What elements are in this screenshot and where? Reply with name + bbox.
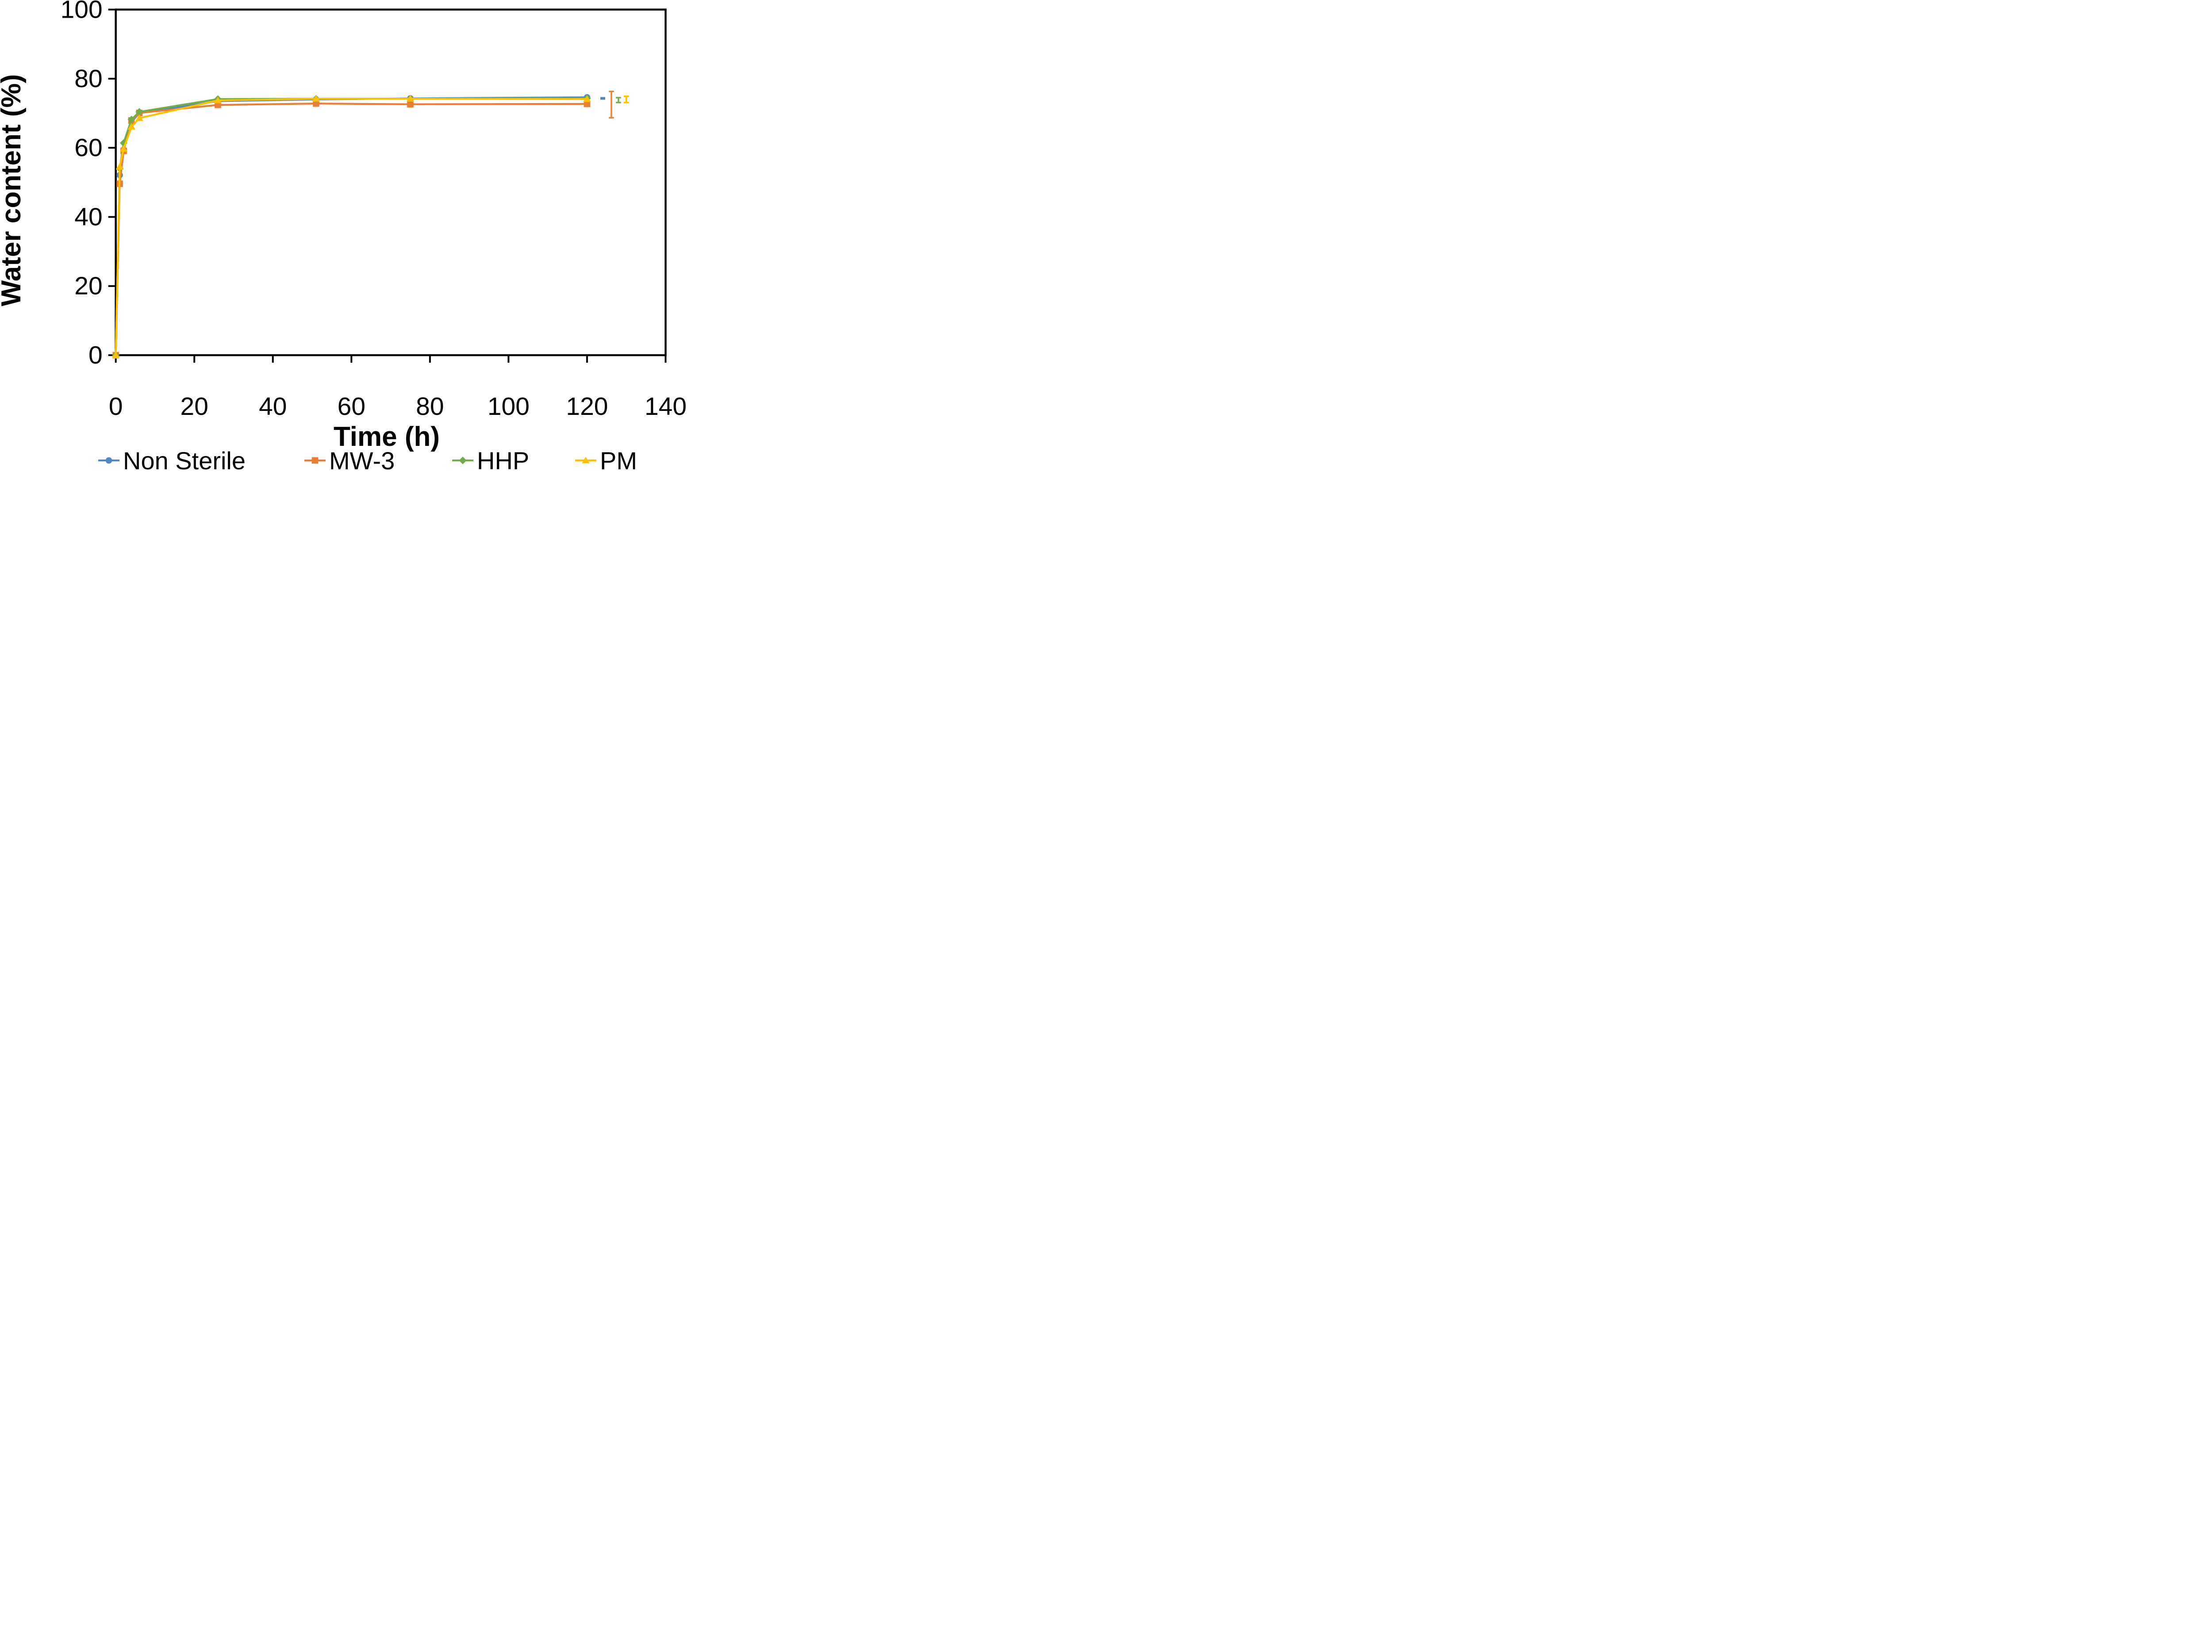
data-point-triangle [135, 114, 143, 121]
legend-label: Non Sterile [123, 447, 246, 472]
series-markers-non-sterile [112, 94, 591, 359]
series-line-hhp [115, 97, 588, 356]
data-point-square [407, 101, 414, 108]
y-tick-label: 60 [74, 134, 102, 162]
error-bar-pm [623, 96, 629, 103]
data-point-diamond [127, 115, 135, 123]
data-point-triangle [119, 145, 128, 152]
x-tick-label: 120 [566, 392, 608, 421]
series-markers-pm [111, 95, 591, 358]
series-markers-hhp [112, 94, 591, 359]
legend-label: PM [600, 447, 637, 472]
data-point-square [313, 100, 319, 107]
x-tick-label: 80 [416, 392, 444, 421]
data-point-triangle [111, 351, 120, 358]
legend-label: MW-3 [329, 447, 395, 472]
series-line-pm [115, 98, 588, 356]
y-tick-label: 0 [88, 341, 103, 369]
legend-item-pm: PM [575, 447, 637, 472]
error-bar-mw-3 [609, 91, 614, 119]
x-tick-label: 100 [488, 392, 530, 421]
y-tick-label: 80 [74, 65, 102, 93]
x-tick-label: 140 [645, 392, 687, 421]
data-point-triangle [312, 95, 320, 102]
data-point-circle [105, 457, 112, 464]
legend-item-mw-3: MW-3 [304, 447, 395, 472]
x-tick-label: 40 [259, 392, 287, 421]
data-point-diamond [135, 108, 143, 116]
x-tick-label: 0 [109, 392, 123, 421]
data-point-triangle [583, 95, 591, 102]
x-tick-label: 60 [338, 392, 365, 421]
error-bar-cap [600, 97, 605, 100]
line-chart: 0 20 40 60 80 100 120 140 0 20 40 60 80 100 Time (h) … [0, 0, 690, 472]
plot-frame: 0 20 40 60 80 100 120 140 0 20 40 60 80 100 [61, 0, 687, 421]
legend: Non Sterile MW-3 HHP PM [98, 447, 637, 472]
legend-item-non-sterile: Non Sterile [98, 447, 246, 472]
y-axis-title: Water content (%) [0, 74, 27, 307]
legend-label: HHP [477, 447, 529, 472]
error-bar-non-sterile [600, 97, 605, 100]
plot-border [115, 8, 667, 356]
series-markers-mw-3 [112, 100, 591, 359]
legend-item-hhp: HHP [452, 447, 529, 472]
data-point-triangle [214, 96, 222, 103]
error-bars-layer [600, 91, 629, 119]
x-axis-title: Time (h) [334, 422, 440, 452]
data-point-triangle [582, 456, 590, 464]
y-tick-label: 100 [61, 0, 103, 24]
series-layer [111, 94, 591, 359]
y-tick-label: 20 [74, 272, 102, 300]
x-tick-label: 20 [180, 392, 208, 421]
series-line-mw-3 [115, 103, 588, 356]
series-line-non-sterile [115, 96, 588, 356]
data-point-square [311, 457, 319, 464]
y-tick-label: 40 [74, 203, 102, 231]
data-point-diamond [459, 456, 467, 464]
data-point-triangle [127, 123, 135, 130]
data-point-triangle [406, 95, 415, 102]
data-point-square [584, 100, 591, 107]
error-bar-hhp [616, 97, 621, 103]
data-point-triangle [115, 163, 124, 170]
